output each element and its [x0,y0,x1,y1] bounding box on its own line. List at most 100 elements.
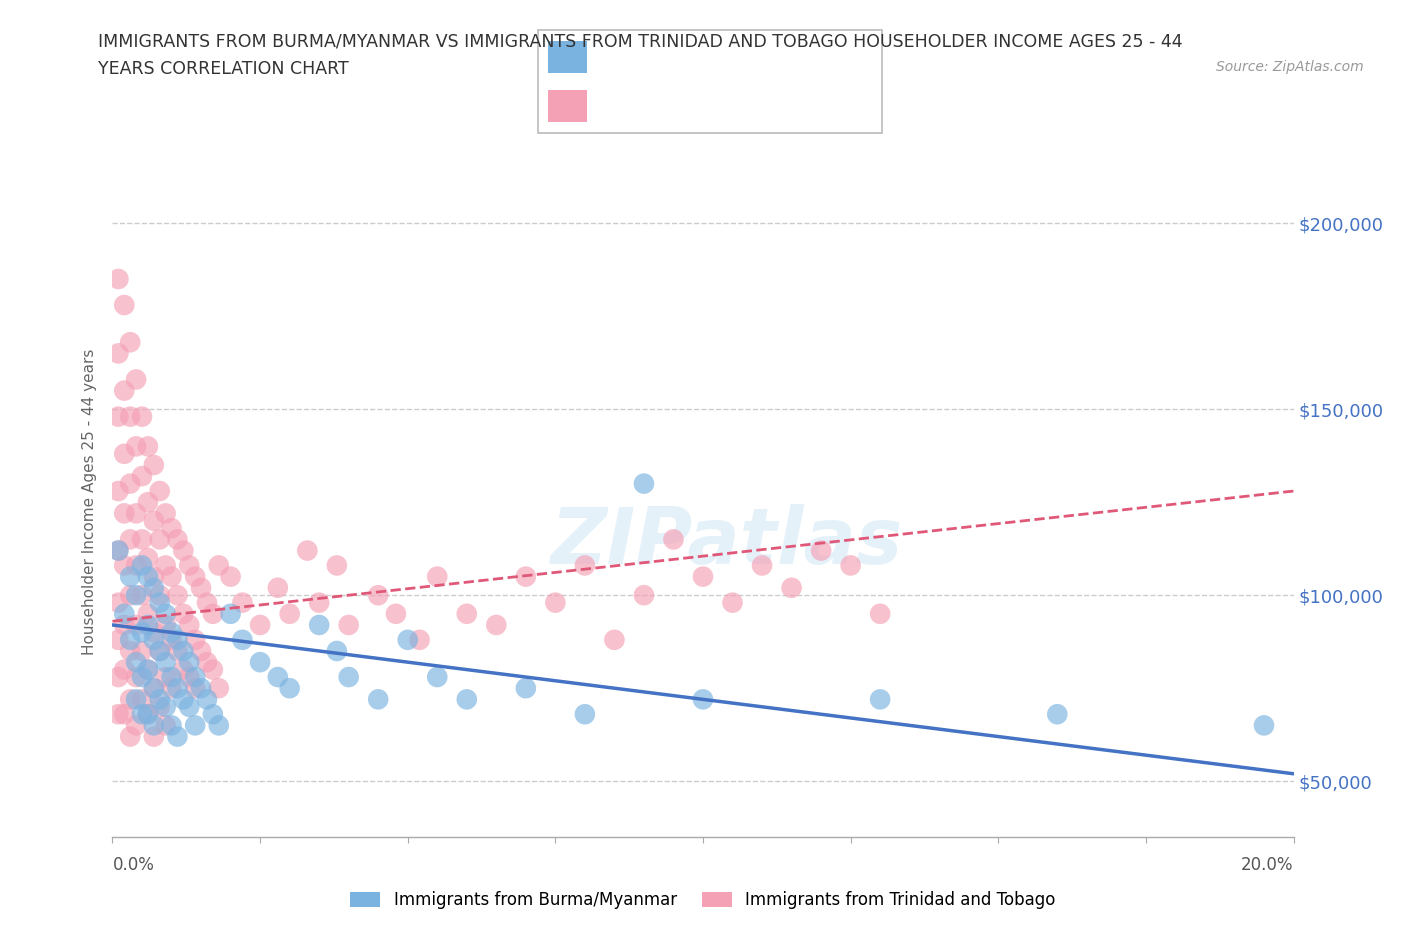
Point [780,580,803,595]
Point [326,644,349,658]
Point [142,458,165,472]
Point [810,543,832,558]
Point [155,655,177,670]
Point [160,569,183,584]
Point [142,569,165,584]
Point [120,644,142,658]
Point [155,670,177,684]
Point [184,632,207,647]
Point [1046,707,1069,722]
Point [131,707,153,722]
Point [201,662,224,677]
Point [160,670,183,684]
Point [160,681,183,696]
Point [112,606,135,621]
Point [142,681,165,696]
FancyBboxPatch shape [548,41,588,73]
Text: 0.124: 0.124 [661,97,716,115]
Point [142,681,165,696]
Point [603,632,626,647]
Point [107,272,129,286]
Point [160,625,183,640]
Point [184,569,207,584]
FancyBboxPatch shape [548,90,588,122]
Point [179,618,201,632]
Point [172,644,194,658]
Point [308,618,330,632]
Text: IMMIGRANTS FROM BURMA/MYANMAR VS IMMIGRANTS FROM TRINIDAD AND TOBAGO HOUSEHOLDER: IMMIGRANTS FROM BURMA/MYANMAR VS IMMIGRA… [98,33,1182,50]
Point [249,618,271,632]
Point [112,662,135,677]
Point [120,569,142,584]
Point [149,484,172,498]
Text: YEARS CORRELATION CHART: YEARS CORRELATION CHART [98,60,349,78]
Point [869,606,891,621]
Point [1253,718,1275,733]
Point [142,729,165,744]
Point [112,506,135,521]
Text: ZIPatlas: ZIPatlas [551,504,903,580]
Point [107,632,129,647]
Point [107,670,129,684]
Point [308,595,330,610]
Point [633,476,655,491]
Text: Source: ZipAtlas.com: Source: ZipAtlas.com [1216,60,1364,74]
Point [120,409,142,424]
Point [131,644,153,658]
Point [208,681,231,696]
Point [155,699,177,714]
Point [149,532,172,547]
Point [131,469,153,484]
Point [166,632,188,647]
Point [172,692,194,707]
Point [136,618,159,632]
Point [190,681,212,696]
Point [839,558,862,573]
Point [337,618,360,632]
Point [112,383,135,398]
Point [149,699,172,714]
Legend: Immigrants from Burma/Myanmar, Immigrants from Trinidad and Tobago: Immigrants from Burma/Myanmar, Immigrant… [343,884,1063,916]
Point [112,707,135,722]
Point [385,606,408,621]
Point [190,580,212,595]
Point [125,588,148,603]
Point [179,699,201,714]
Point [131,670,153,684]
Point [297,543,319,558]
Point [456,606,478,621]
Point [166,532,188,547]
Point [208,558,231,573]
Text: N =: N = [756,97,787,115]
Point [131,532,153,547]
Point [184,718,207,733]
Point [125,372,148,387]
Point [142,718,165,733]
Y-axis label: Householder Income Ages 25 - 44 years: Householder Income Ages 25 - 44 years [82,349,97,656]
Point [107,595,129,610]
Point [367,588,389,603]
Point [136,707,159,722]
Point [160,718,183,733]
Point [131,625,153,640]
Point [112,558,135,573]
Point [149,692,172,707]
Point [107,543,129,558]
Point [574,707,596,722]
Point [160,632,183,647]
Point [125,670,148,684]
Point [125,692,148,707]
Text: R =: R = [602,47,631,66]
Point [692,692,714,707]
Point [136,662,159,677]
Point [155,558,177,573]
Point [219,606,242,621]
Text: -0.281: -0.281 [661,47,723,66]
Point [142,580,165,595]
Point [120,729,142,744]
Point [190,644,212,658]
Text: 107: 107 [808,97,845,115]
Point [136,551,159,565]
Point [662,532,685,547]
Point [107,484,129,498]
